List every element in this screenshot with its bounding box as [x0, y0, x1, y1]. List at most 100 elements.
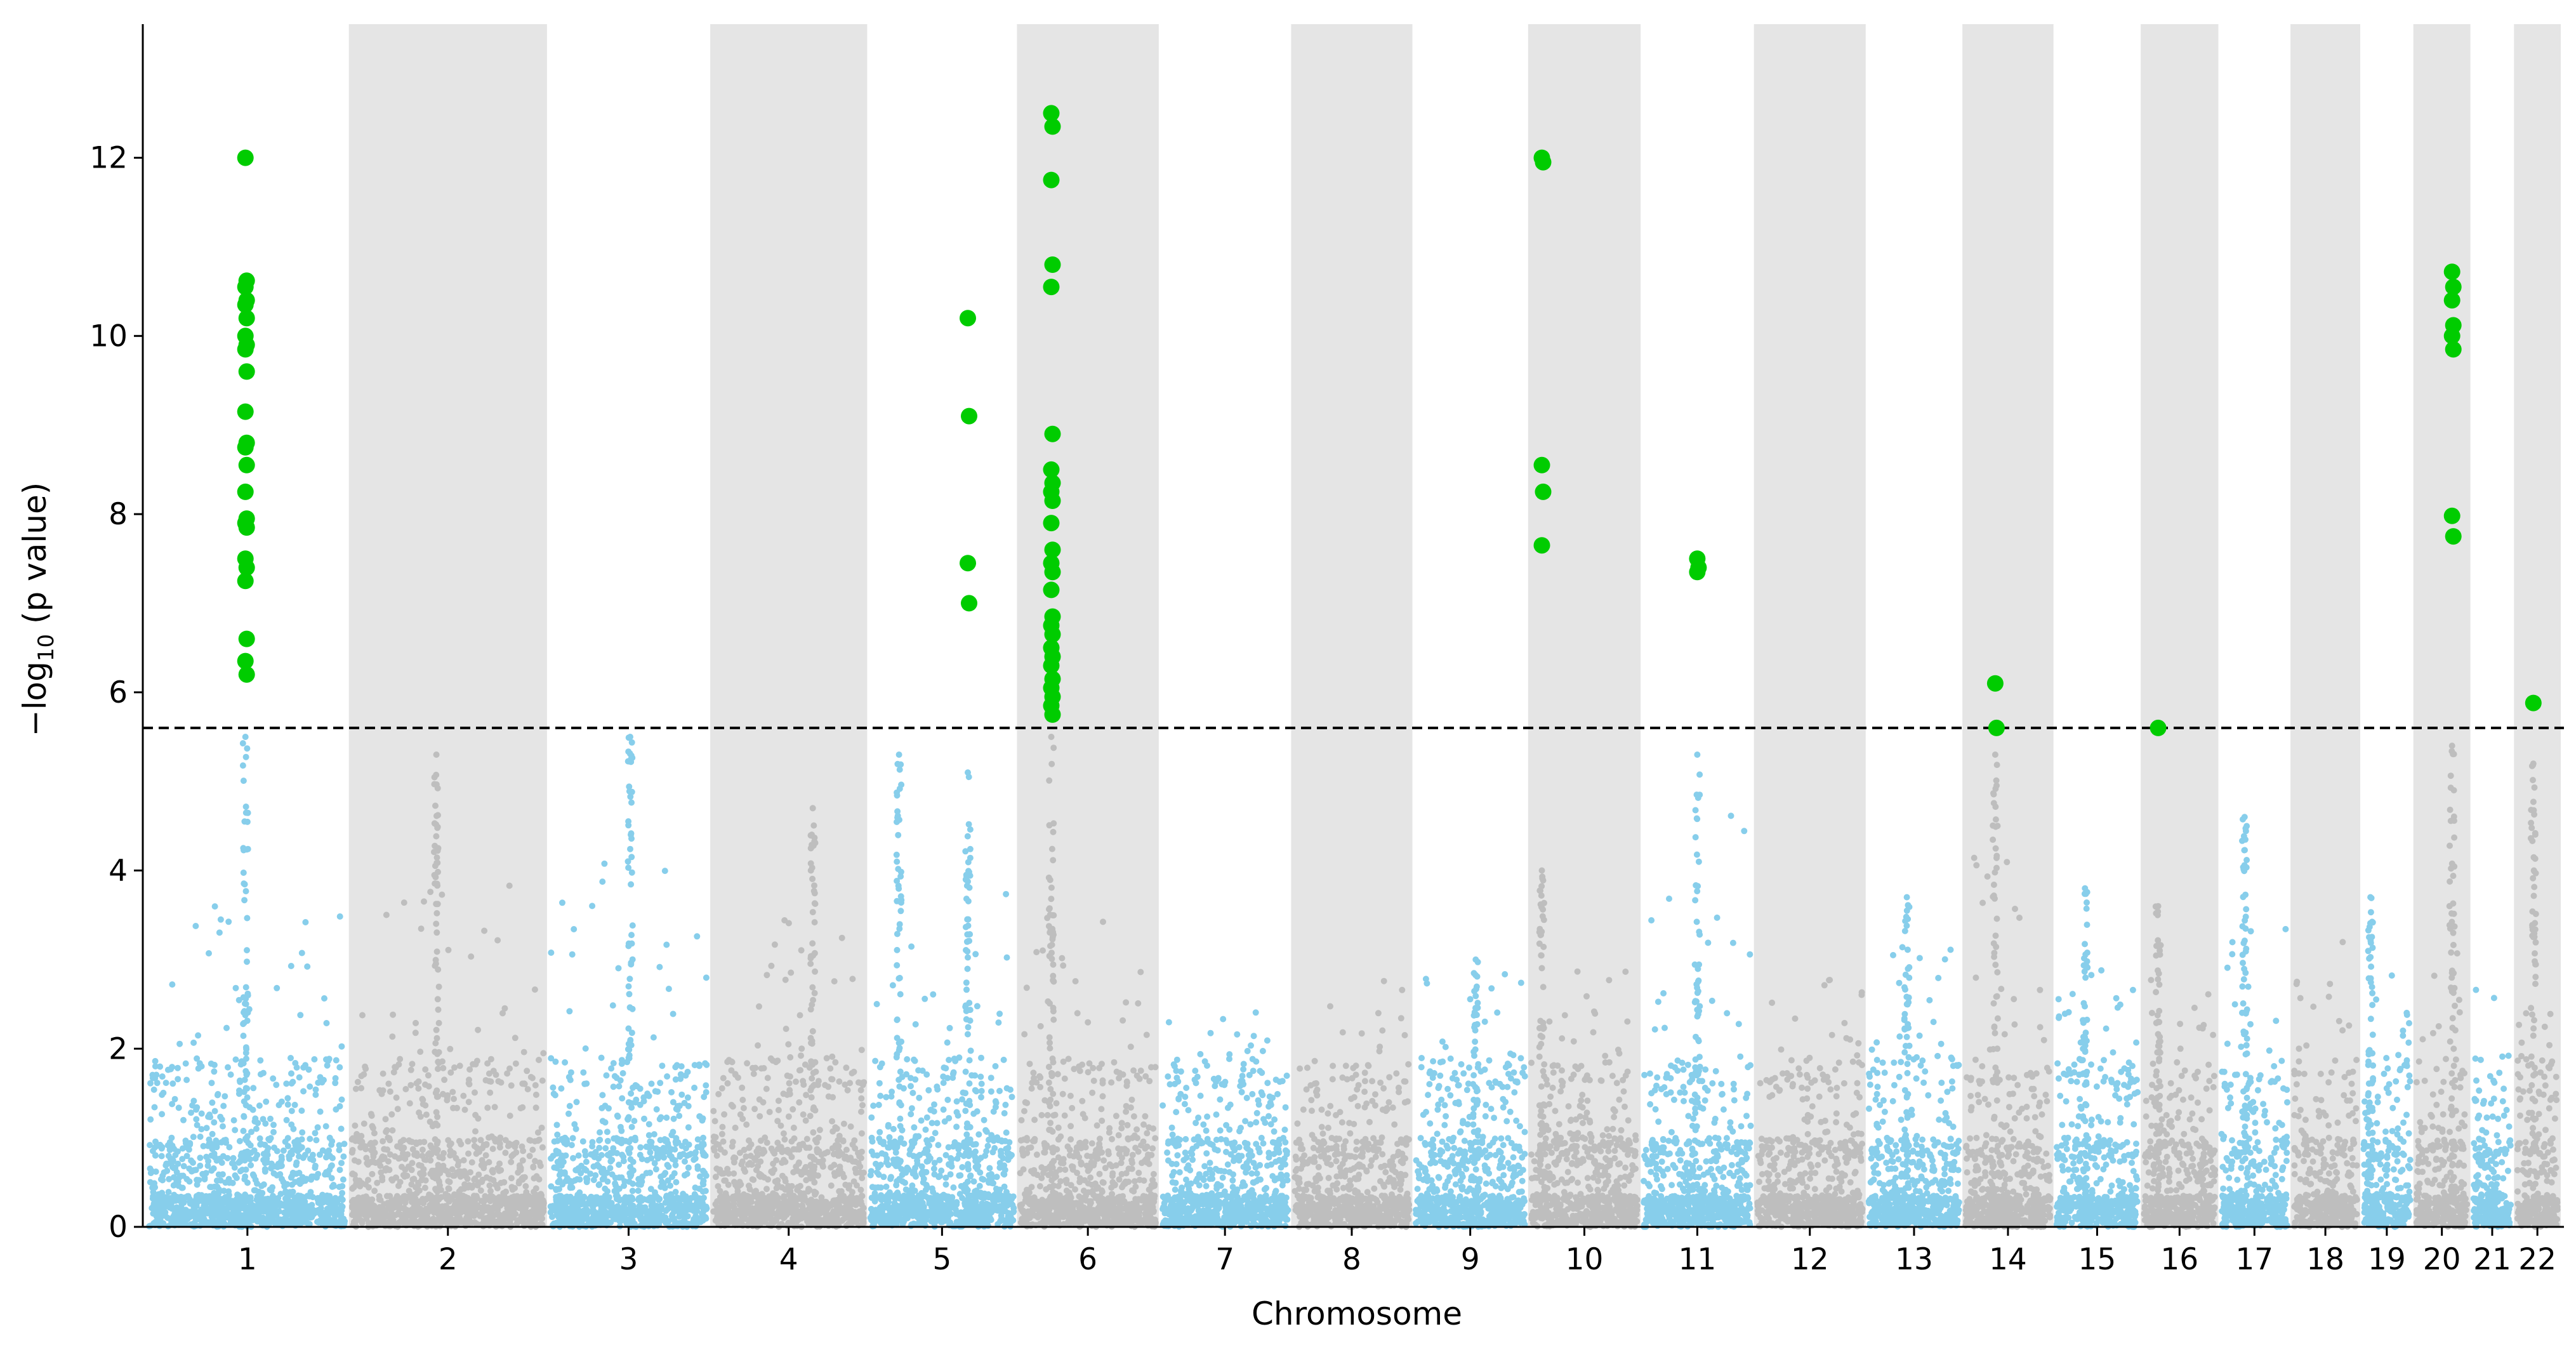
significant-point: [2443, 292, 2460, 309]
significant-point: [237, 296, 254, 314]
significant-point: [960, 555, 976, 572]
chromosome-18-points: [2291, 939, 2360, 1230]
significant-point: [960, 310, 976, 327]
significant-point: [1043, 171, 1060, 189]
significant-point: [2443, 263, 2460, 281]
x-tick-label: 12: [1791, 1242, 1829, 1277]
y-tick-label: 2: [109, 1031, 128, 1066]
x-axis-ticks: 1 2 3 4 5 6 7 8 9 10 11 12 13 14 15 16 17 18 19 20 21 22: [238, 1227, 2556, 1277]
x-tick-label: 16: [2160, 1242, 2198, 1277]
y-axis-title: −log10 (p value): [17, 482, 59, 737]
x-tick-label: 14: [1989, 1242, 2027, 1277]
significant-point: [237, 439, 254, 456]
chromosome-7-points: [1159, 1009, 1291, 1230]
chromosome-17-points: [2218, 814, 2290, 1230]
x-tick-label: 21: [2473, 1242, 2511, 1277]
significant-point: [1044, 564, 1061, 581]
chromosome-6-points: [1017, 734, 1159, 1230]
significant-point: [1043, 515, 1060, 532]
significant-point: [1043, 461, 1060, 478]
x-tick-label: 3: [619, 1242, 638, 1277]
x-tick-label: 18: [2306, 1242, 2344, 1277]
y-axis-ticks: 0 2 4 6 8 10 12: [89, 141, 143, 1245]
significant-point: [238, 559, 255, 576]
significant-point: [1044, 626, 1061, 643]
significant-point: [1533, 537, 1550, 554]
chromosome-band-4: [710, 24, 868, 1227]
x-tick-label: 2: [439, 1242, 458, 1277]
chromosome-8-points: [1291, 977, 1413, 1230]
chromosome-10-points: [1528, 867, 1641, 1230]
significant-point: [2445, 528, 2462, 545]
x-tick-label: 19: [2368, 1242, 2406, 1277]
significant-point: [1535, 154, 1552, 171]
chromosome-band-22: [2514, 24, 2561, 1227]
x-tick-label: 13: [1895, 1242, 1933, 1277]
x-tick-label: 8: [1342, 1242, 1361, 1277]
significant-point: [2525, 694, 2542, 711]
x-tick-label: 15: [2078, 1242, 2117, 1277]
chromosome-5-points: [867, 751, 1017, 1230]
significant-point: [1535, 483, 1552, 500]
chromosome-band-12: [1754, 24, 1866, 1227]
significant-point: [238, 666, 255, 683]
significant-point: [237, 279, 254, 296]
significant-point: [1044, 425, 1061, 442]
chromosome-band-6: [1017, 24, 1159, 1227]
significant-point: [1043, 105, 1060, 122]
x-tick-label: 17: [2235, 1242, 2273, 1277]
x-tick-label: 4: [779, 1242, 798, 1277]
chromosome-band-10: [1528, 24, 1641, 1227]
significant-point: [1988, 719, 2005, 736]
chromosome-21-points: [2470, 986, 2514, 1230]
chromosome-band-8: [1291, 24, 1413, 1227]
significant-point: [2150, 719, 2167, 736]
x-tick-label: 10: [1566, 1242, 1604, 1277]
chromosome-13-points: [1865, 894, 1962, 1230]
chromosome-11-points: [1641, 751, 1754, 1230]
x-tick-label: 5: [932, 1242, 951, 1277]
significant-point: [238, 363, 255, 380]
y-tick-label: 10: [89, 319, 128, 354]
x-tick-label: 7: [1215, 1242, 1234, 1277]
significant-point: [1044, 493, 1061, 509]
x-tick-label: 20: [2423, 1242, 2461, 1277]
y-axis-title-prefix: −log: [17, 661, 53, 736]
significant-point: [1043, 657, 1060, 674]
chromosome-19-points: [2360, 894, 2414, 1230]
significant-point: [961, 595, 977, 612]
significant-point: [237, 652, 254, 670]
x-tick-label: 9: [1461, 1242, 1480, 1277]
chromosome-4-points: [710, 805, 868, 1230]
y-tick-label: 4: [109, 854, 128, 889]
chromosome-band-20: [2413, 24, 2471, 1227]
significant-point: [1986, 675, 2004, 692]
chromosome-12-points: [1754, 977, 1866, 1230]
y-axis-title-suffix: (p value): [17, 482, 53, 634]
axes: [142, 24, 2564, 1228]
y-tick-label: 8: [109, 497, 128, 532]
x-tick-label: 6: [1078, 1242, 1097, 1277]
y-tick-label: 12: [89, 141, 128, 176]
significant-point: [1044, 118, 1061, 135]
x-tick-label: 11: [1679, 1242, 1717, 1277]
chromosome-1-points: [146, 734, 348, 1230]
significant-points: [237, 105, 2542, 736]
significant-point: [238, 519, 255, 536]
chromosome-20-points: [2413, 743, 2471, 1230]
significant-point: [237, 403, 254, 420]
significant-point: [238, 310, 255, 327]
significant-point: [2445, 279, 2462, 296]
significant-point: [2445, 341, 2462, 358]
background-points: [146, 734, 2561, 1230]
significant-point: [2443, 328, 2460, 345]
significant-point: [1043, 581, 1060, 599]
chromosome-15-points: [2053, 885, 2141, 1230]
significant-point: [1043, 279, 1060, 296]
chromosome-16-points: [2141, 903, 2219, 1230]
chromosome-band-2: [348, 24, 547, 1227]
y-axis-title-subscript: 10: [34, 634, 59, 661]
chromosome-14-points: [1962, 751, 2054, 1230]
significant-point: [238, 456, 255, 473]
